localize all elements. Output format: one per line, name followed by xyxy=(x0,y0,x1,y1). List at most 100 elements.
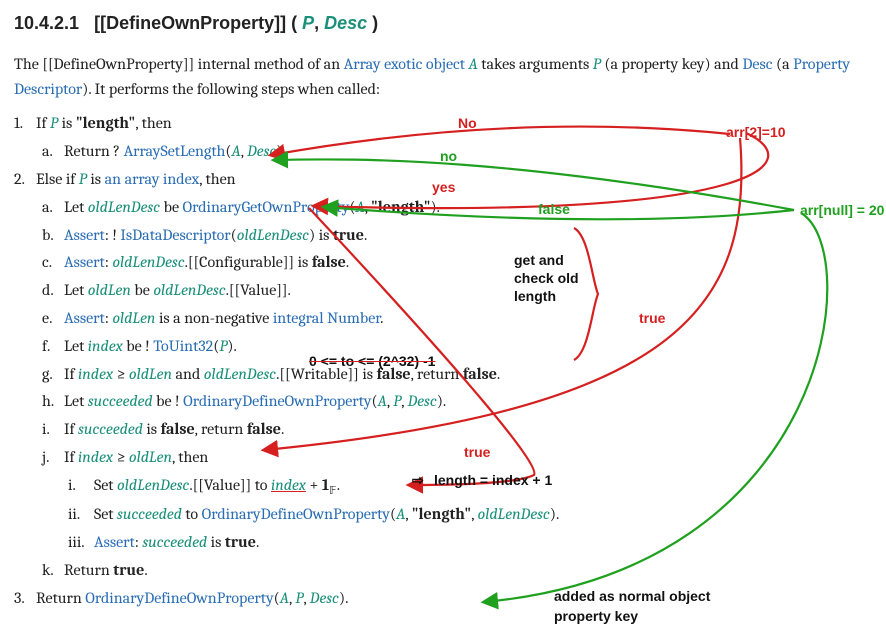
s2g-v1: index xyxy=(78,365,113,383)
intro-t1: The [[DefineOwnProperty]] internal metho… xyxy=(14,55,344,73)
s2a-t1: Let xyxy=(64,198,88,216)
s2h-d: Desc xyxy=(408,392,437,410)
heading-prefix: [[DefineOwnProperty]] ( xyxy=(94,13,297,33)
s2e-t2: is a non-negative xyxy=(155,309,272,327)
s2g-b2: false xyxy=(463,365,497,383)
s2f-v1: index xyxy=(88,337,123,355)
s2k-t1: Return xyxy=(64,561,113,579)
link-isdatadesc: IsDataDescriptor xyxy=(120,226,230,244)
s2a-t2: be xyxy=(160,198,182,216)
s2-v1: P xyxy=(79,170,87,188)
s2a-a: A xyxy=(355,198,364,216)
s3-t3: ). xyxy=(339,589,348,607)
s2j3-t2: is xyxy=(207,533,225,551)
s2h-a: A xyxy=(378,392,387,410)
s2-t1: Else if xyxy=(36,170,79,188)
step-2j-ii: Set succeeded to OrdinaryDefineOwnProper… xyxy=(94,502,872,527)
s2j-v2: oldLen xyxy=(129,448,172,466)
s2g-v2: oldLen xyxy=(129,365,172,383)
s2c-t2: .[[Configurable]] is xyxy=(185,253,312,271)
s2j-t2: ≥ xyxy=(113,448,129,466)
step-2j-iii: Assert: succeeded is true. xyxy=(94,530,872,555)
s2j2-t2: to xyxy=(182,505,202,523)
link-assert-c: Assert xyxy=(64,253,105,271)
s2j2-v1: succeeded xyxy=(117,505,182,523)
heading-suffix: ) xyxy=(367,13,378,33)
intro-paragraph: The [[DefineOwnProperty]] internal metho… xyxy=(14,52,872,102)
link-integral-number: integral Number xyxy=(273,309,380,327)
step-1: If P is "length", then Return ? ArraySet… xyxy=(36,111,872,164)
step-2e: Assert: oldLen is a non-negative integra… xyxy=(64,306,872,331)
link-orddefown-j2: OrdinaryDefineOwnProperty xyxy=(202,505,390,523)
var-a: A xyxy=(468,55,477,73)
s2g-t5: , return xyxy=(411,365,463,383)
s2c-b: false xyxy=(312,253,346,271)
step-2g: If index ≥ oldLen and oldLenDesc.[[Writa… xyxy=(64,362,872,387)
s2j1-t3: + xyxy=(306,476,322,494)
s2j-v1: index xyxy=(78,448,113,466)
s2j3-v1: succeeded xyxy=(142,533,207,551)
s2j-t3: , then xyxy=(172,448,208,466)
step-2h: Let succeeded be ! OrdinaryDefineOwnProp… xyxy=(64,389,872,414)
link-orddefown-3: OrdinaryDefineOwnProperty xyxy=(85,589,273,607)
s2i-t2: is xyxy=(143,420,161,438)
s2h-t2: be ! xyxy=(153,392,184,410)
s2-t2: is xyxy=(87,170,105,188)
s2-t3: , then xyxy=(199,170,235,188)
link-array-exotic: Array exotic object xyxy=(344,55,465,73)
section-number: 10.4.2.1 xyxy=(14,13,79,33)
s2c-v1: oldLenDesc xyxy=(112,253,184,271)
step-1a: Return ? ArraySetLength(A, Desc). xyxy=(64,139,872,164)
step-2f: Let index be ! ToUint32(P). xyxy=(64,334,872,359)
s2b-t1: : ! xyxy=(105,226,121,244)
heading-param-p: P xyxy=(302,13,314,33)
s2j2-v2: oldLenDesc xyxy=(478,505,550,523)
step-3: Return OrdinaryDefineOwnProperty(A, P, D… xyxy=(36,586,872,611)
s1-t3: , then xyxy=(135,114,171,132)
s3-t1: Return xyxy=(36,589,85,607)
s2d-t2: be xyxy=(131,281,153,299)
s2j2-t1: Set xyxy=(94,505,117,523)
s2f-t4: ). xyxy=(227,337,236,355)
s2j1-t4: . xyxy=(337,476,340,494)
link-ordgetown: OrdinaryGetOwnProperty xyxy=(183,198,350,216)
s2g-t3: and xyxy=(172,365,204,383)
link-touint32: ToUint32 xyxy=(153,337,213,355)
s2j-t1: If xyxy=(64,448,78,466)
s2d-t1: Let xyxy=(64,281,88,299)
step-2a: Let oldLenDesc be OrdinaryGetOwnProperty… xyxy=(64,195,872,220)
intro-t4: (a property key) and xyxy=(601,55,743,73)
var-p: P xyxy=(593,55,601,73)
s2i-t1: If xyxy=(64,420,78,438)
s2k-t2: . xyxy=(144,561,147,579)
step-2b: Assert: ! IsDataDescriptor(oldLenDesc) i… xyxy=(64,223,872,248)
var-desc: Desc xyxy=(742,55,772,73)
s2b-b: true xyxy=(333,226,364,244)
intro-t6: ). It performs the following steps when … xyxy=(82,80,380,98)
s2b-v1: oldLenDesc xyxy=(237,226,309,244)
page-root: 10.4.2.1 [[DefineOwnProperty]] ( P, Desc… xyxy=(14,10,872,611)
s2e-v1: oldLen xyxy=(112,309,155,327)
s3-a: A xyxy=(280,589,289,607)
s2e-t3: . xyxy=(380,309,383,327)
s2d-v1: oldLen xyxy=(88,281,131,299)
s1a-t3: ). xyxy=(276,142,285,160)
s2k-b: true xyxy=(113,561,144,579)
s1a-d: Desc xyxy=(247,142,276,160)
s2j1-t2: .[[Value]] to xyxy=(189,476,271,494)
s2b-t3: ) is xyxy=(309,226,333,244)
s2h-t1: Let xyxy=(64,392,88,410)
s2j3-b: true xyxy=(225,533,256,551)
s2a-v1: oldLenDesc xyxy=(88,198,160,216)
intro-t3: takes arguments xyxy=(478,55,593,73)
link-orddefown-h: OrdinaryDefineOwnProperty xyxy=(183,392,371,410)
s1-v1: P xyxy=(50,114,58,132)
step-2c: Assert: oldLenDesc.[[Configurable]] is f… xyxy=(64,250,872,275)
s2j2-a: A xyxy=(396,505,405,523)
step-2i: If succeeded is false, return false. xyxy=(64,417,872,442)
link-arraysetlength: ArraySetLength xyxy=(124,142,226,160)
s2j2-q: "length" xyxy=(412,505,471,523)
step-2k: Return true. xyxy=(64,558,872,583)
step-2: Else if P is an array index, then Let ol… xyxy=(36,167,872,583)
s2g-v3: oldLenDesc xyxy=(204,365,276,383)
